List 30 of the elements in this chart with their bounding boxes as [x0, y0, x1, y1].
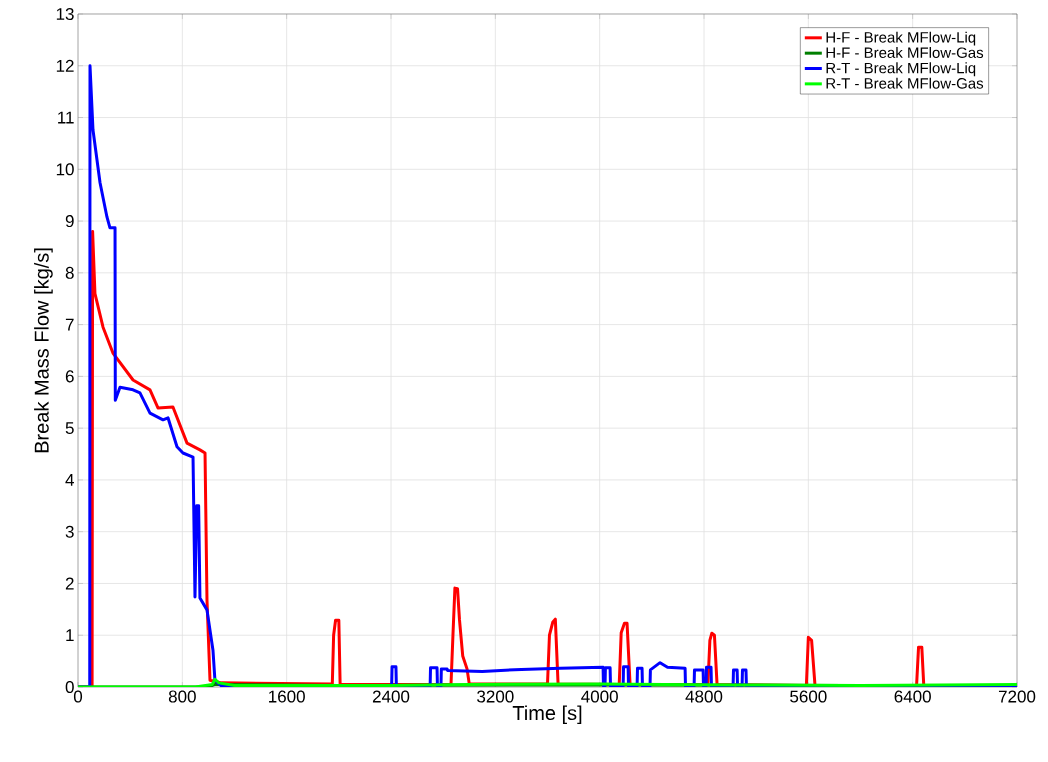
y-tick-label: 13	[56, 7, 74, 21]
y-tick-label: 12	[56, 59, 74, 72]
x-tick-label: 4800	[685, 690, 723, 703]
y-tick-label: 9	[65, 215, 74, 228]
x-tick-label: 7200	[998, 690, 1036, 703]
y-tick-label: 2	[65, 577, 74, 590]
y-tick-label: 7	[65, 318, 74, 331]
x-tick-label: 3200	[477, 690, 514, 703]
y-tick-label: 6	[65, 370, 74, 383]
legend-label: R-T - Break MFlow-Liq	[826, 62, 976, 77]
legend-label: H-F - Break MFlow-Liq	[826, 31, 976, 46]
legend-label: R-T - Break MFlow-Gas	[826, 77, 984, 89]
legend-label: H-F - Break MFlow-Gas	[826, 46, 984, 58]
y-tick-label: 10	[56, 163, 74, 176]
y-tick-label: 3	[65, 525, 74, 538]
x-axis-title: Time [s]	[512, 705, 582, 725]
y-tick-label: 4	[65, 474, 74, 486]
x-tick-label: 1600	[269, 690, 305, 703]
y-tick-label: 1	[66, 629, 74, 642]
y-tick-label: 11	[58, 111, 74, 124]
x-tick-label: 5600	[790, 690, 827, 703]
x-tick-label: 0	[73, 690, 83, 703]
x-tick-label: 6400	[894, 690, 931, 703]
x-tick-label: 800	[168, 690, 196, 703]
y-tick-label: 0	[65, 680, 74, 694]
y-axis-title: Break Mass Flow [kg/s]	[34, 248, 53, 453]
y-tick-label: 5	[65, 422, 74, 435]
x-tick-label: 4000	[581, 690, 618, 703]
x-tick-label: 2400	[372, 690, 410, 703]
y-tick-label: 8	[65, 266, 74, 279]
